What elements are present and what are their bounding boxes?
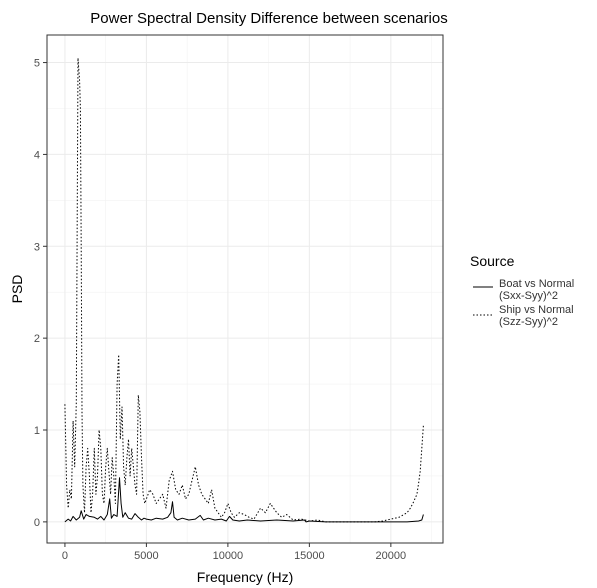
- x-tick-label: 10000: [213, 550, 244, 562]
- legend: Source Boat vs Normal (Sxx-Syy)^2 Ship v…: [470, 253, 574, 328]
- series-line-boat-vs-normal: [64, 477, 424, 523]
- series-layer: [64, 57, 424, 523]
- x-axis: 0 5000 10000 15000 20000: [62, 543, 406, 562]
- legend-label-line2: (Sxx-Syy)^2: [499, 290, 558, 302]
- y-axis-title: PSD: [9, 275, 25, 304]
- plot-border: [46, 34, 444, 544]
- legend-label-line1: Boat vs Normal: [499, 278, 574, 290]
- y-tick-label: 2: [34, 333, 40, 345]
- legend-item-boat: Boat vs Normal (Sxx-Syy)^2: [473, 278, 574, 302]
- plot-panel: [46, 34, 444, 544]
- chart-title: Power Spectral Density Difference betwee…: [90, 10, 447, 27]
- y-tick-label: 5: [34, 58, 40, 70]
- legend-label-line1: Ship vs Normal: [499, 304, 574, 316]
- x-tick-label: 5000: [134, 550, 158, 562]
- x-tick-label: 0: [62, 550, 68, 562]
- grid-minor: [47, 35, 443, 543]
- x-tick-label: 15000: [294, 550, 325, 562]
- x-tick-label: 20000: [376, 550, 407, 562]
- legend-title: Source: [470, 253, 515, 269]
- legend-item-ship: Ship vs Normal (Szz-Syy)^2: [473, 304, 574, 328]
- y-tick-label: 1: [34, 425, 40, 437]
- series-line-ship-vs-normal: [64, 57, 424, 523]
- grid-major: [47, 35, 443, 543]
- plot-background: [47, 35, 443, 543]
- y-tick-label: 4: [34, 149, 40, 161]
- x-axis-title: Frequency (Hz): [197, 569, 293, 585]
- y-tick-label: 0: [34, 517, 40, 529]
- y-tick-label: 3: [34, 241, 40, 253]
- y-axis: 0 1 2 3 4 5: [34, 58, 47, 529]
- legend-label-line2: (Szz-Syy)^2: [499, 316, 558, 328]
